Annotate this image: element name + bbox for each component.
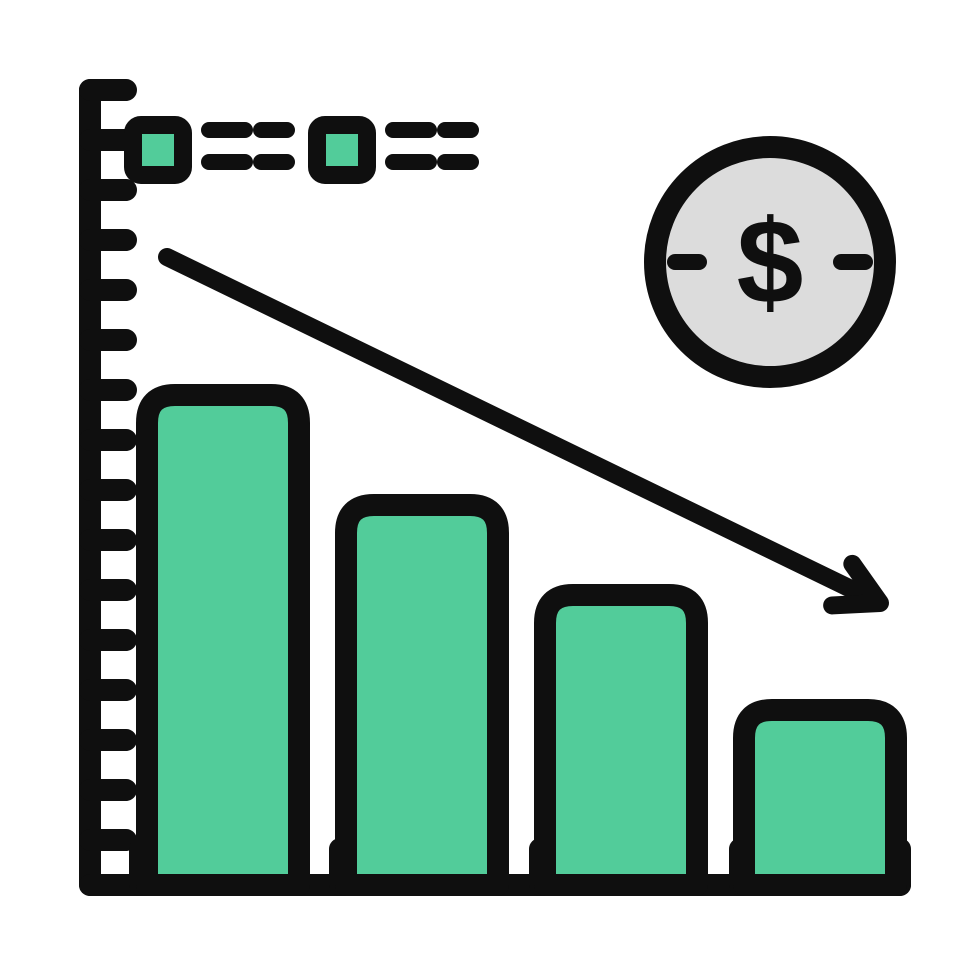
bar-4 (744, 710, 896, 885)
bar-1 (147, 395, 299, 885)
bar-3 (545, 595, 697, 885)
dollar-symbol: $ (737, 195, 804, 329)
declining-revenue-icon: $ (0, 0, 980, 980)
legend-swatch-2 (317, 125, 367, 175)
bar-2 (346, 505, 498, 885)
legend-swatch-1 (133, 125, 183, 175)
